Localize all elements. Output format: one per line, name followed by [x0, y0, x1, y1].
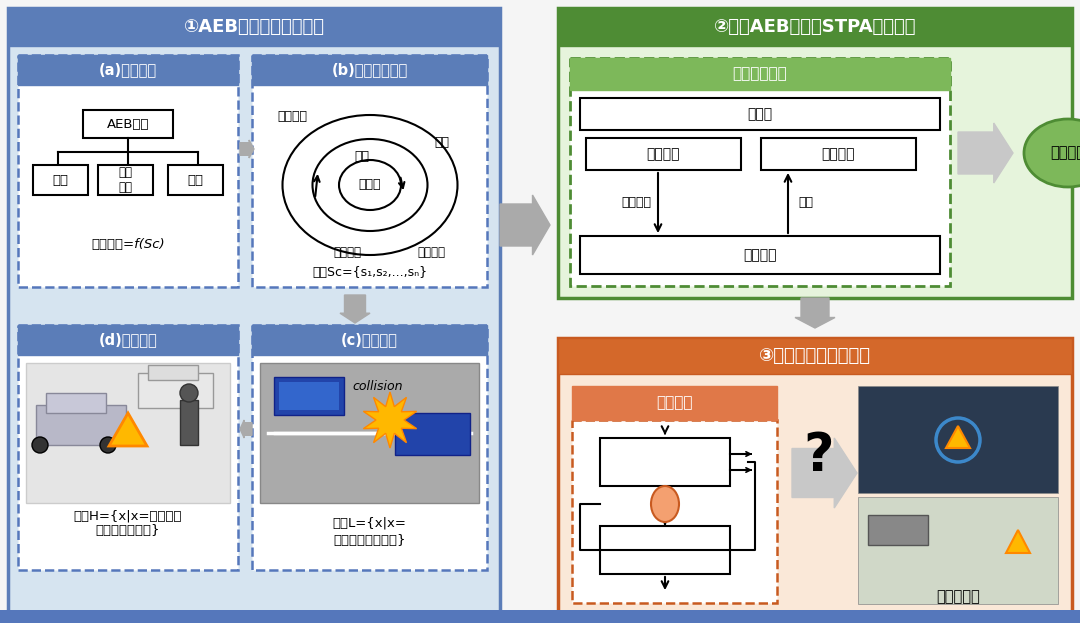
Text: 定义功能=f(Sᴄ): 定义功能=f(Sᴄ) [91, 239, 165, 252]
Bar [148, 365, 198, 380]
Text: (d)危害定义: (d)危害定义 [98, 333, 158, 348]
Text: 反馈: 反馈 [798, 196, 813, 209]
Bar [761, 138, 916, 170]
Text: AEB系统: AEB系统 [107, 118, 149, 130]
Bar [395, 413, 470, 455]
Circle shape [180, 384, 198, 402]
Bar [580, 98, 940, 130]
Text: 定义Sᴄ={s₁,s₂,...,sₙ}: 定义Sᴄ={s₁,s₂,...,sₙ} [312, 267, 427, 280]
Text: 系统输入: 系统输入 [418, 247, 446, 260]
Bar [580, 236, 940, 274]
Text: 减轻
碰撞: 减轻 碰撞 [118, 166, 132, 194]
Polygon shape [500, 195, 550, 255]
Bar [180, 400, 198, 445]
Text: 不断细化: 不断细化 [1051, 146, 1080, 161]
Text: collision: collision [352, 381, 403, 394]
Polygon shape [1005, 530, 1030, 553]
Bar [36, 405, 126, 445]
Text: 定义H={x|x=可能导致
损失的系统状态}: 定义H={x|x=可能导致 损失的系统状态} [73, 509, 183, 537]
Bar [168, 165, 222, 195]
Bar [858, 497, 1058, 604]
Bar [83, 110, 173, 138]
Text: ?: ? [804, 430, 834, 482]
Text: 过程模型: 过程模型 [821, 147, 854, 161]
Bar [46, 393, 106, 413]
Text: 通用控制回路: 通用控制回路 [732, 67, 787, 82]
Text: ②建立AEB系统的STPA控制结构: ②建立AEB系统的STPA控制结构 [714, 18, 916, 36]
Polygon shape [240, 140, 254, 158]
Bar [279, 382, 339, 410]
Polygon shape [795, 298, 835, 328]
Bar [260, 363, 480, 503]
Text: 环境: 环境 [434, 136, 449, 150]
Bar [33, 165, 87, 195]
Polygon shape [792, 438, 858, 508]
Bar [600, 438, 730, 486]
Bar [558, 8, 1072, 46]
Bar [858, 386, 1058, 493]
Bar [586, 138, 741, 170]
Bar [18, 55, 238, 287]
Bar [570, 58, 950, 90]
Bar [572, 420, 777, 603]
Bar [274, 377, 345, 415]
Bar [8, 8, 500, 46]
Bar [558, 338, 1072, 374]
Bar [252, 325, 487, 570]
Bar [558, 8, 1072, 298]
Text: ①AEB系统分析目的定义: ①AEB系统分析目的定义 [184, 18, 324, 36]
Bar [868, 515, 928, 545]
Text: 系统: 系统 [354, 151, 369, 163]
Bar [18, 325, 238, 355]
Bar [18, 325, 238, 570]
Polygon shape [946, 426, 970, 448]
Polygon shape [109, 413, 147, 446]
Ellipse shape [651, 486, 679, 522]
Bar [558, 338, 1072, 615]
Text: ③识别不安全控制动作: ③识别不安全控制动作 [759, 347, 870, 365]
Text: (c)损失定义: (c)损失定义 [341, 333, 397, 348]
Bar [570, 58, 950, 286]
Text: 运行场景: 运行场景 [276, 110, 307, 123]
Text: 子系统: 子系统 [359, 179, 381, 191]
Bar [252, 55, 487, 287]
Polygon shape [240, 420, 252, 438]
Bar [26, 363, 230, 503]
Bar [252, 55, 487, 85]
Circle shape [32, 437, 48, 453]
Text: !: ! [124, 429, 132, 444]
Text: 定义L={x|x=: 定义L={x|x= [333, 516, 406, 530]
Bar [600, 526, 730, 574]
Bar [138, 373, 213, 408]
Text: 防撞: 防撞 [52, 173, 68, 186]
Polygon shape [340, 295, 370, 323]
Text: (b)运动场景定义: (b)运动场景定义 [332, 62, 407, 77]
Text: 控制器: 控制器 [747, 107, 772, 121]
Text: 控制算法: 控制算法 [646, 147, 679, 161]
Bar [572, 386, 777, 420]
Text: 控制动作: 控制动作 [657, 396, 692, 411]
Text: 不可能接受的结果}: 不可能接受的结果} [334, 535, 406, 548]
Polygon shape [958, 123, 1013, 183]
Text: (a)功能定义: (a)功能定义 [99, 62, 157, 77]
Text: 系统级危害: 系统级危害 [936, 589, 980, 604]
Polygon shape [363, 392, 417, 448]
Text: 其他: 其他 [187, 173, 203, 186]
Bar [252, 325, 487, 355]
Circle shape [100, 437, 116, 453]
Bar [98, 165, 153, 195]
Text: 系统输出: 系统输出 [334, 247, 362, 260]
Text: 控制过程: 控制过程 [743, 248, 777, 262]
Bar [0, 610, 1080, 623]
Bar [18, 55, 238, 85]
Bar [8, 8, 500, 615]
Ellipse shape [1024, 119, 1080, 187]
Text: 控制动作: 控制动作 [621, 196, 651, 209]
